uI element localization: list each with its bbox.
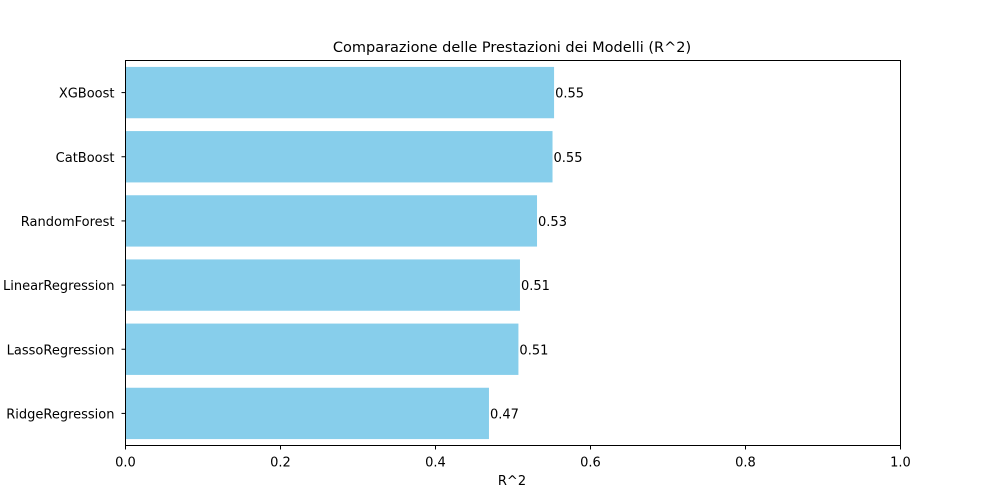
x-tick-label: 0.0 bbox=[115, 456, 136, 471]
y-tick-label-xgboost: XGBoost bbox=[59, 87, 115, 102]
bars-group bbox=[125, 66, 555, 440]
data-label-ridgeregression: 0.47 bbox=[490, 407, 519, 422]
bar-lassoregression bbox=[125, 323, 519, 375]
x-tick-label: 0.2 bbox=[270, 456, 291, 471]
bar-randomforest bbox=[125, 195, 538, 247]
data-label-catboost: 0.55 bbox=[554, 151, 583, 166]
plot-frame bbox=[125, 60, 901, 446]
y-tick-label-lassoregression: LassoRegression bbox=[7, 343, 115, 358]
bar-xgboost bbox=[125, 66, 555, 119]
bar-linearregression bbox=[125, 259, 520, 311]
data-label-randomforest: 0.53 bbox=[538, 215, 567, 230]
y-tick-label-ridgeregression: RidgeRegression bbox=[6, 407, 114, 422]
x-tick-label: 0.8 bbox=[735, 456, 756, 471]
x-tick-label: 0.4 bbox=[425, 456, 446, 471]
y-axis: XGBoost CatBoost RandomForest LinearRegress… bbox=[3, 87, 126, 422]
x-axis: 0.0 0.2 0.4 0.6 0.8 1.0 bbox=[115, 445, 911, 471]
y-tick-label-randomforest: RandomForest bbox=[21, 215, 115, 230]
bar-catboost bbox=[125, 131, 553, 183]
y-tick-label-linearregression: LinearRegression bbox=[3, 279, 115, 294]
data-label-lassoregression: 0.51 bbox=[519, 343, 548, 358]
x-tick-label: 0.6 bbox=[580, 456, 601, 471]
y-tick-label-catboost: CatBoost bbox=[56, 151, 115, 166]
data-label-linearregression: 0.51 bbox=[521, 279, 550, 294]
data-label-xgboost: 0.55 bbox=[555, 87, 584, 102]
bar-ridgeregression bbox=[125, 387, 489, 440]
chart-title: Comparazione delle Prestazioni dei Model… bbox=[333, 40, 691, 56]
x-axis-label: R^2 bbox=[498, 474, 526, 489]
x-tick-label: 1.0 bbox=[890, 456, 911, 471]
value-labels-group: 0.55 0.55 0.53 0.51 0.51 0.47 bbox=[490, 87, 584, 423]
